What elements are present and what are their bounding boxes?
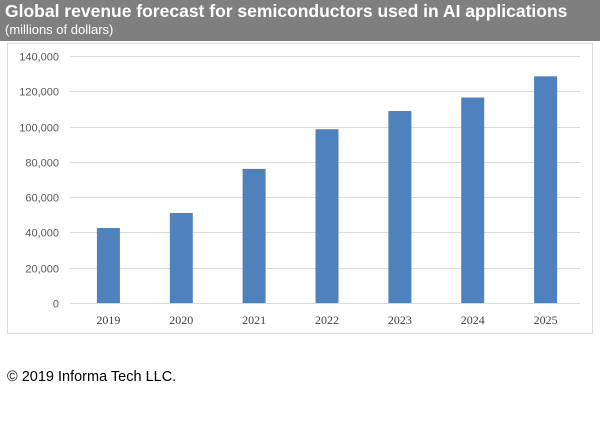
y-tick-label: 0	[53, 299, 59, 311]
y-tick-label: 120,000	[19, 87, 59, 99]
copyright-notice: © 2019 Informa Tech LLC.	[7, 369, 177, 385]
y-tick-label: 40,000	[25, 228, 59, 240]
x-axis-ticks: 2019 2020 2021 2022 2023 2024 2025	[96, 313, 557, 327]
bar-2020	[169, 213, 193, 303]
y-tick-label: 100,000	[19, 123, 59, 135]
y-tick-label: 140,000	[19, 52, 59, 64]
x-tick-label: 2019	[96, 313, 120, 327]
x-tick-label: 2020	[169, 313, 193, 327]
bars	[96, 76, 558, 303]
bar-2019	[96, 228, 120, 303]
x-tick-label: 2021	[242, 313, 266, 327]
y-tick-label: 20,000	[25, 264, 59, 276]
bar-2022	[315, 129, 339, 303]
x-tick-label: 2022	[315, 313, 339, 327]
bar-2025	[534, 76, 558, 303]
y-tick-label: 80,000	[25, 158, 59, 170]
bar-2024	[461, 97, 485, 303]
x-tick-label: 2024	[461, 313, 485, 327]
chart-header: Global revenue forecast for semiconducto…	[0, 0, 600, 41]
y-tick-label: 60,000	[25, 193, 59, 205]
y-axis-ticks: 0 20,000 40,000 60,000 80,000 100,000 120,000 1…	[19, 52, 59, 311]
bar-2021	[242, 168, 266, 303]
chart-title: Global revenue forecast for semiconducto…	[5, 1, 568, 21]
x-tick-label: 2023	[388, 313, 412, 327]
chart-subtitle: (millions of dollars)	[5, 22, 114, 37]
x-tick-label: 2025	[534, 313, 558, 327]
bar-2023	[388, 111, 412, 303]
